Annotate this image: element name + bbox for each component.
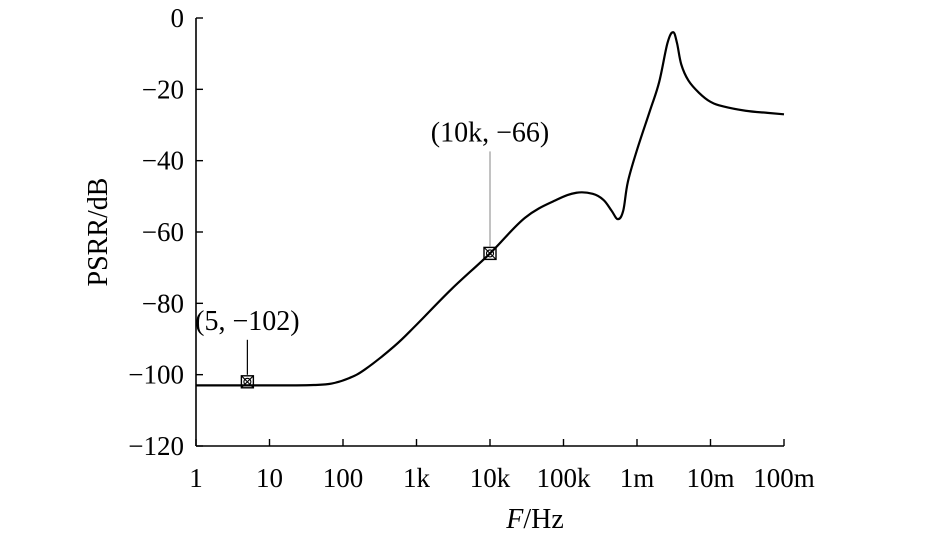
x-tick-label: 100k: [537, 463, 592, 493]
annotation-marker-ring: [485, 249, 495, 258]
x-axis-title-unit: /Hz: [523, 504, 563, 535]
x-tick-label: 10: [256, 463, 283, 493]
annotation-layer: (5, −102) (10k, −66): [195, 117, 549, 389]
annotation-marker: [483, 246, 497, 261]
y-axis-title: PSRR/dB: [83, 178, 114, 287]
annotation-marker: [240, 375, 255, 389]
psrr-series-line: [196, 31, 785, 387]
x-tick-label: 10k: [470, 463, 511, 493]
annotation-marker-cross: [483, 247, 497, 260]
y-tick-label: 0: [171, 3, 185, 33]
annotation-label: (10k, −66): [431, 117, 549, 148]
x-axis-title: F/Hz: [505, 504, 564, 535]
annotation-marker-cross: [240, 375, 254, 389]
x-tick-label: 100: [323, 463, 364, 493]
y-tick-label: −100: [128, 360, 184, 390]
x-tick-label: 1m: [620, 463, 655, 493]
y-tick-label: −120: [128, 431, 184, 461]
x-tick-label: 100m: [753, 463, 815, 493]
annotation-marker-ring: [243, 377, 252, 386]
y-tick-label: −60: [142, 217, 184, 247]
y-tick-label: −20: [142, 74, 184, 104]
series-layer: [196, 31, 785, 387]
x-axis-title-variable: F: [505, 504, 524, 535]
y-tick-label: −80: [142, 288, 184, 318]
x-tick-label: 1: [189, 463, 203, 493]
y-tick-label: −40: [142, 146, 184, 176]
x-tick-label: 1k: [403, 463, 431, 493]
x-tick-label: 10m: [686, 463, 734, 493]
annotation-label: (5, −102): [195, 306, 299, 337]
